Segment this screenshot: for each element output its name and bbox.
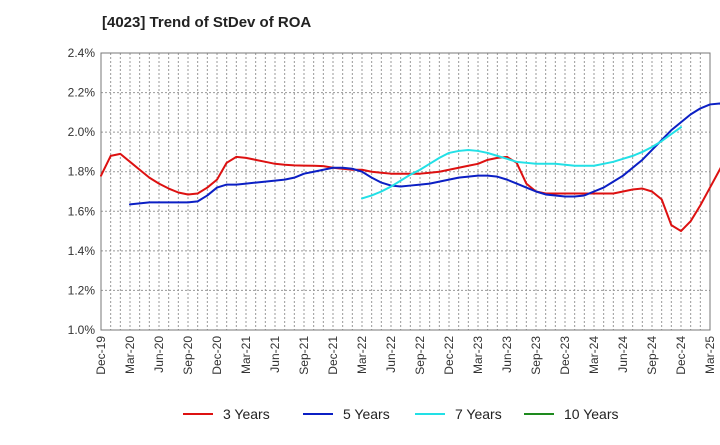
y-tick-label: 1.2%	[68, 283, 96, 297]
x-tick-label: Jun-22	[384, 336, 398, 373]
y-tick-label: 2.0%	[68, 125, 96, 139]
x-tick-label: Mar-24	[587, 336, 601, 374]
y-tick-label: 2.4%	[68, 46, 96, 60]
x-tick-label: Sep-20	[181, 336, 195, 375]
x-tick-label: Dec-20	[210, 336, 224, 375]
x-tick-label: Dec-24	[674, 336, 688, 375]
legend-label-10-years: 10 Years	[564, 406, 619, 422]
x-tick-label: Sep-22	[413, 336, 427, 375]
x-tick-label: Jun-24	[616, 336, 630, 373]
chart-title: [4023] Trend of StDev of ROA	[102, 14, 312, 31]
series-line-7-years	[361, 126, 682, 200]
x-tick-label: Jun-21	[268, 336, 282, 373]
x-tick-label: Jun-23	[500, 336, 514, 373]
x-tick-label: Sep-21	[297, 336, 311, 375]
series-line-3-years	[100, 152, 720, 233]
y-tick-label: 2.2%	[68, 86, 96, 100]
x-tick-label: Dec-19	[94, 336, 108, 375]
legend-label-7-years: 7 Years	[455, 406, 502, 422]
legend-label-5-years: 5 Years	[343, 406, 390, 422]
x-tick-label: Mar-23	[471, 336, 485, 374]
y-tick-label: 1.8%	[68, 165, 96, 179]
y-tick-label: 1.4%	[68, 244, 96, 258]
x-tick-label: Sep-23	[529, 336, 543, 375]
y-tick-label: 1.6%	[68, 204, 96, 218]
legend: 3 Years 5 Years 7 Years 10 Years	[183, 406, 619, 422]
x-tick-label: Dec-22	[442, 336, 456, 375]
x-tick-label: Mar-20	[123, 336, 137, 374]
axes: 1.0% 1.2% 1.4% 1.6% 1.8% 2.0% 2.2% 2.4% Dec-19 Ma…	[68, 46, 717, 375]
series-line-5-years	[129, 102, 720, 206]
x-tick-label: Dec-23	[558, 336, 572, 375]
plot-border	[100, 52, 711, 331]
x-tick-label: Sep-24	[645, 336, 659, 375]
legend-label-3-years: 3 Years	[223, 406, 270, 422]
x-tick-label: Mar-21	[239, 336, 253, 374]
x-tick-label: Mar-25	[703, 336, 717, 374]
x-tick-label: Mar-22	[355, 336, 369, 374]
y-tick-label: 1.0%	[68, 323, 96, 337]
x-tick-label: Dec-21	[326, 336, 340, 375]
series-lines	[100, 102, 720, 233]
x-tick-label: Jun-20	[152, 336, 166, 373]
